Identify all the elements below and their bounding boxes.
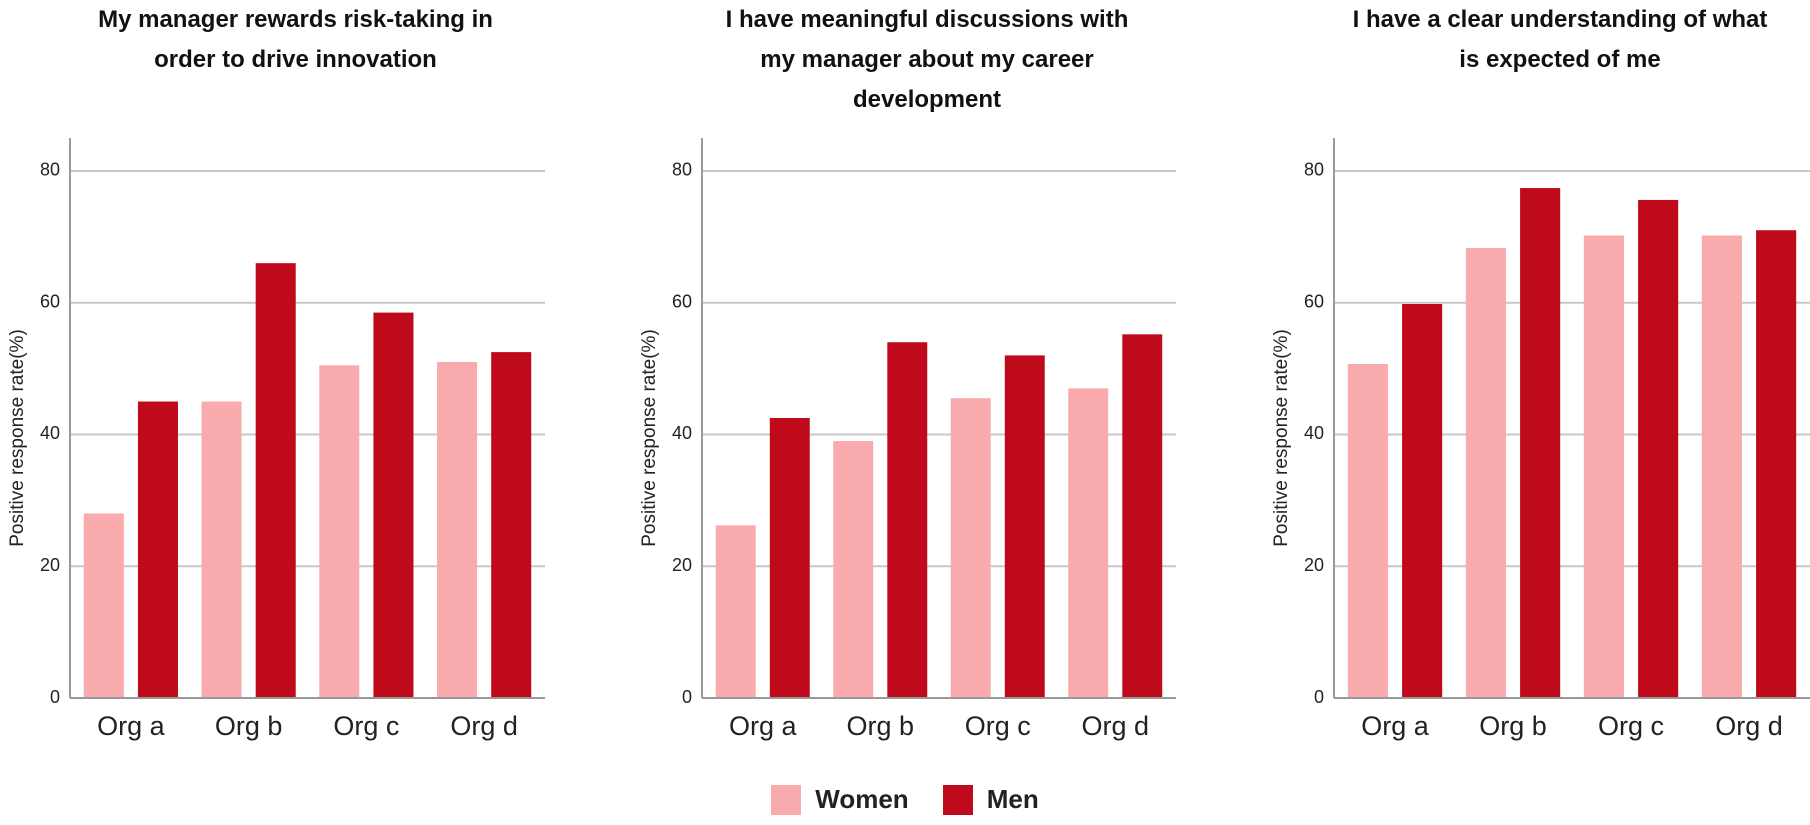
x-tick-label: Org c	[1598, 711, 1664, 741]
chart-title: I have meaningful discussions with my ma…	[725, 6, 1129, 113]
bar	[83, 513, 124, 698]
y-tick-label: 40	[1304, 423, 1324, 443]
bar	[1638, 199, 1679, 698]
legend-item: Men	[942, 784, 1039, 815]
y-axis-label: Positive response rate(%)	[639, 329, 660, 547]
x-tick-label: Org a	[729, 711, 798, 741]
y-tick-label: 20	[672, 555, 692, 575]
y-tick-label: 80	[672, 160, 692, 180]
x-tick-label: Org c	[965, 711, 1031, 741]
x-tick-label: Org b	[846, 711, 914, 741]
bar	[1004, 355, 1045, 698]
bar	[769, 418, 810, 698]
y-tick-label: 60	[672, 291, 692, 311]
bar	[319, 365, 360, 698]
y-tick-label: 40	[40, 423, 60, 443]
y-tick-label: 80	[40, 160, 60, 180]
y-tick-label: 40	[672, 423, 692, 443]
legend-label: Men	[986, 784, 1039, 814]
bar	[715, 525, 756, 698]
chart-title: I have a clear understanding of what is …	[1352, 6, 1768, 73]
bar	[137, 401, 178, 698]
x-tick-label: Org d	[1715, 711, 1783, 741]
bar	[1583, 235, 1624, 698]
legend: Women Men	[0, 784, 1810, 815]
y-tick-label: 0	[50, 687, 60, 707]
bar	[1465, 248, 1506, 698]
bar	[1756, 230, 1797, 698]
bar	[1520, 188, 1561, 698]
bar	[950, 398, 991, 698]
x-tick-label: Org a	[97, 711, 166, 741]
y-tick-label: 0	[682, 687, 692, 707]
bar	[1347, 363, 1388, 698]
legend-swatch	[771, 784, 802, 815]
bar	[1122, 334, 1163, 698]
bar	[1701, 235, 1742, 698]
y-tick-label: 60	[40, 291, 60, 311]
y-tick-label: 0	[1314, 687, 1324, 707]
x-tick-label: Org b	[215, 711, 283, 741]
bar	[201, 401, 242, 698]
legend-item: Women	[771, 784, 909, 815]
bar	[1068, 388, 1109, 698]
x-tick-label: Org d	[1081, 711, 1149, 741]
y-tick-label: 60	[1304, 291, 1324, 311]
x-tick-label: Org c	[333, 711, 399, 741]
x-tick-label: Org d	[450, 711, 518, 741]
x-tick-label: Org b	[1479, 711, 1547, 741]
bar	[373, 312, 414, 698]
legend-swatch	[942, 784, 973, 815]
bar	[491, 352, 532, 698]
legend-label: Women	[815, 784, 909, 814]
x-tick-label: Org a	[1361, 711, 1430, 741]
bar	[1402, 304, 1443, 698]
y-axis-label: Positive response rate(%)	[7, 329, 28, 547]
y-tick-label: 80	[1304, 160, 1324, 180]
y-tick-label: 20	[1304, 555, 1324, 575]
y-tick-label: 20	[40, 555, 60, 575]
y-axis-label: Positive response rate(%)	[1271, 329, 1292, 547]
bar	[833, 441, 874, 698]
bar	[255, 263, 296, 698]
bar	[437, 362, 478, 698]
bar	[887, 342, 928, 698]
chart-title: My manager rewards risk-taking in order …	[98, 6, 493, 73]
